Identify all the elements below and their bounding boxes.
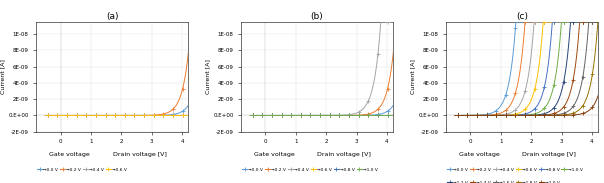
Text: Gate voltage: Gate voltage — [254, 152, 295, 156]
Y-axis label: Current [A]: Current [A] — [1, 59, 5, 94]
Text: Gate voltage: Gate voltage — [50, 152, 90, 156]
Legend: →0.0 V, →0.2 V, →0.4 V, →0.6 V: →0.0 V, →0.2 V, →0.4 V, →0.6 V — [36, 166, 129, 173]
Y-axis label: Current [A]: Current [A] — [205, 59, 210, 94]
Text: Drain voltage [V]: Drain voltage [V] — [112, 152, 167, 156]
Y-axis label: Current [A]: Current [A] — [410, 59, 416, 94]
Legend: →0.0 V, →0.2 V, →0.4 V, →0.6 V, →0.8 V, →1.0 V: →0.0 V, →0.2 V, →0.4 V, →0.6 V, →0.8 V, … — [240, 166, 379, 173]
Text: Gate voltage: Gate voltage — [459, 152, 500, 156]
Legend: →1.2 V, →1.4 V, →1.6 V, →1.8 V, →2.0 V: →1.2 V, →1.4 V, →1.6 V, →1.8 V, →2.0 V — [445, 179, 562, 183]
Title: (b): (b) — [310, 12, 324, 21]
Text: Drain voltage [V]: Drain voltage [V] — [522, 152, 576, 156]
Title: (a): (a) — [106, 12, 118, 21]
Title: (c): (c) — [516, 12, 528, 21]
Text: Drain voltage [V]: Drain voltage [V] — [318, 152, 371, 156]
